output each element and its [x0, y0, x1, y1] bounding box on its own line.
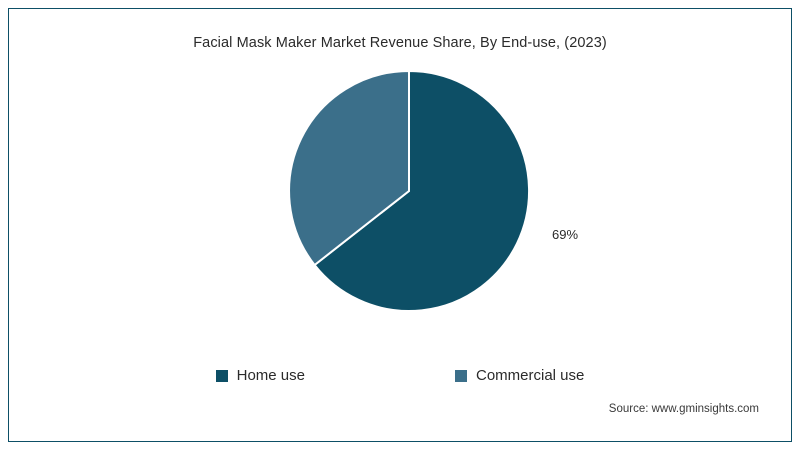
- pie-graphic: [289, 71, 529, 311]
- legend-label-home-use: Home use: [236, 367, 305, 384]
- pie-chart: [289, 71, 529, 311]
- legend-swatch-commercial-use: [455, 369, 467, 382]
- pie-value-label-home-use: 69%: [552, 227, 579, 242]
- chart-legend: Home use Commercial use: [9, 367, 791, 384]
- legend-swatch-home-use: [215, 369, 228, 382]
- chart-title: Facial Mask Maker Market Revenue Share, …: [193, 35, 607, 51]
- chart-frame: Facial Mask Maker Market Revenue Share, …: [8, 8, 792, 442]
- source-text: Source: www.gminsights.com: [608, 403, 759, 415]
- pie-slice-commercial-use: [289, 71, 410, 267]
- legend-item-home-use[interactable]: Home use: [215, 367, 305, 384]
- legend-item-commercial-use[interactable]: Commercial use: [455, 367, 584, 384]
- pie-svg: [289, 71, 529, 311]
- pie-slice-home-use: [313, 71, 529, 311]
- legend-label-commercial-use: Commercial use: [476, 367, 585, 384]
